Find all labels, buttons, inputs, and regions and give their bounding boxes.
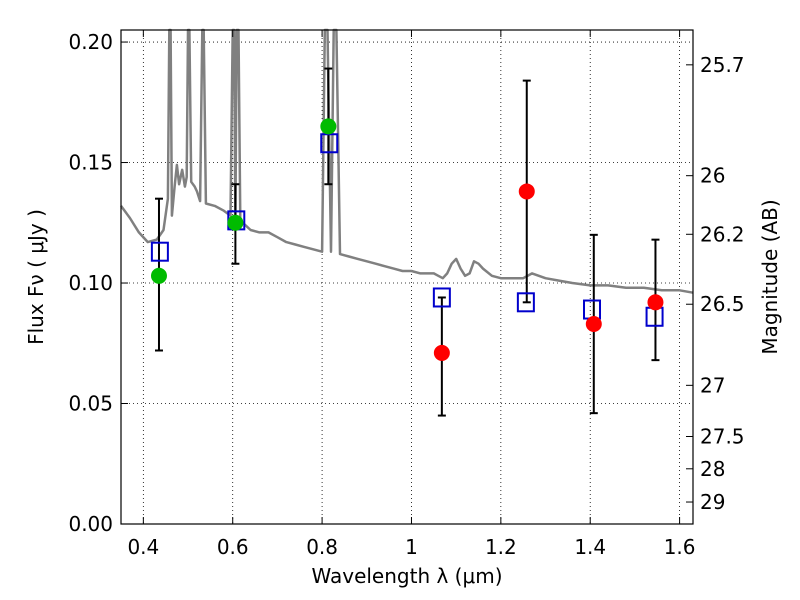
y-tick-label: 0.20 xyxy=(68,30,113,54)
y2-tick-label: 26 xyxy=(700,164,725,188)
green-data-point xyxy=(320,118,337,135)
x-tick-label: 1.4 xyxy=(574,535,606,559)
y2-tick-label: 29 xyxy=(700,490,725,514)
y-tick-label: 0.10 xyxy=(68,271,113,295)
y2-tick-label: 26.5 xyxy=(700,292,745,316)
ticks xyxy=(121,30,693,525)
red-data-point xyxy=(433,344,450,361)
y-axis-label: Flux Fν ( μJy ) xyxy=(24,209,48,345)
plot-background xyxy=(121,30,693,524)
x-tick-label: 0.6 xyxy=(217,535,249,559)
y2-tick-label: 28 xyxy=(700,457,725,481)
y2-axis-label: Magnitude (AB) xyxy=(758,199,782,354)
green-data-point xyxy=(227,214,244,231)
y-tick-label: 0.00 xyxy=(68,512,113,536)
x-tick-label: 1.6 xyxy=(664,535,696,559)
y2-tick-label: 26.2 xyxy=(700,222,745,246)
model-square-marker xyxy=(432,287,451,308)
model-spectrum-line xyxy=(119,28,694,294)
red-data-point xyxy=(647,294,664,311)
y-tick-label: 0.05 xyxy=(68,392,113,416)
model-square-marker xyxy=(150,241,169,262)
y2-tick-label: 25.7 xyxy=(700,53,745,77)
model-spectrum xyxy=(119,28,694,294)
red-data-point xyxy=(518,183,535,200)
x-tick-label: 0.4 xyxy=(127,535,159,559)
plot-frame xyxy=(120,29,694,525)
y2-tick-label: 27.5 xyxy=(700,425,745,449)
x-tick-label: 0.8 xyxy=(306,535,338,559)
red-data-point xyxy=(585,315,602,332)
y-tick-label: 0.15 xyxy=(68,151,113,175)
markers xyxy=(150,118,664,361)
tick-labels: 0.4 0.6 0.8 1 1.2 1.4 1.6 0.00 0.05 0.10 0.15 0.20 2… xyxy=(68,30,744,559)
green-data-point xyxy=(150,267,167,284)
x-tick-label: 1 xyxy=(405,535,418,559)
x-tick-label: 1.2 xyxy=(485,535,517,559)
model-square-marker xyxy=(516,292,535,313)
x-axis-label: Wavelength λ (μm) xyxy=(311,564,502,588)
y2-tick-label: 27 xyxy=(700,373,725,397)
